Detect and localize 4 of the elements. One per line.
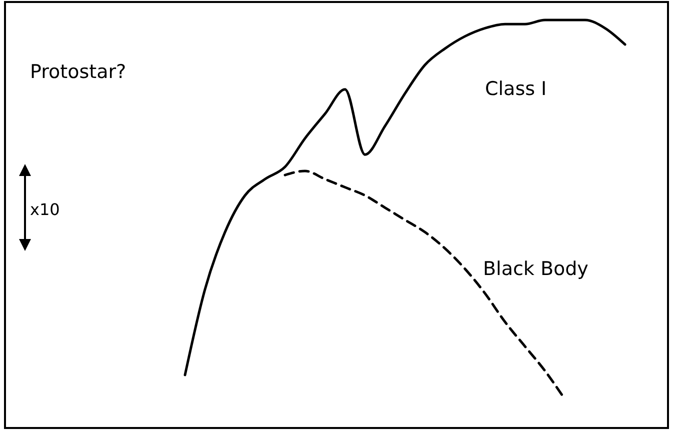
- annotation: x10: [30, 200, 60, 219]
- text: Class I: [485, 78, 547, 100]
- series-label: Black Body: [483, 258, 588, 280]
- annotation: Protostar?: [30, 61, 126, 83]
